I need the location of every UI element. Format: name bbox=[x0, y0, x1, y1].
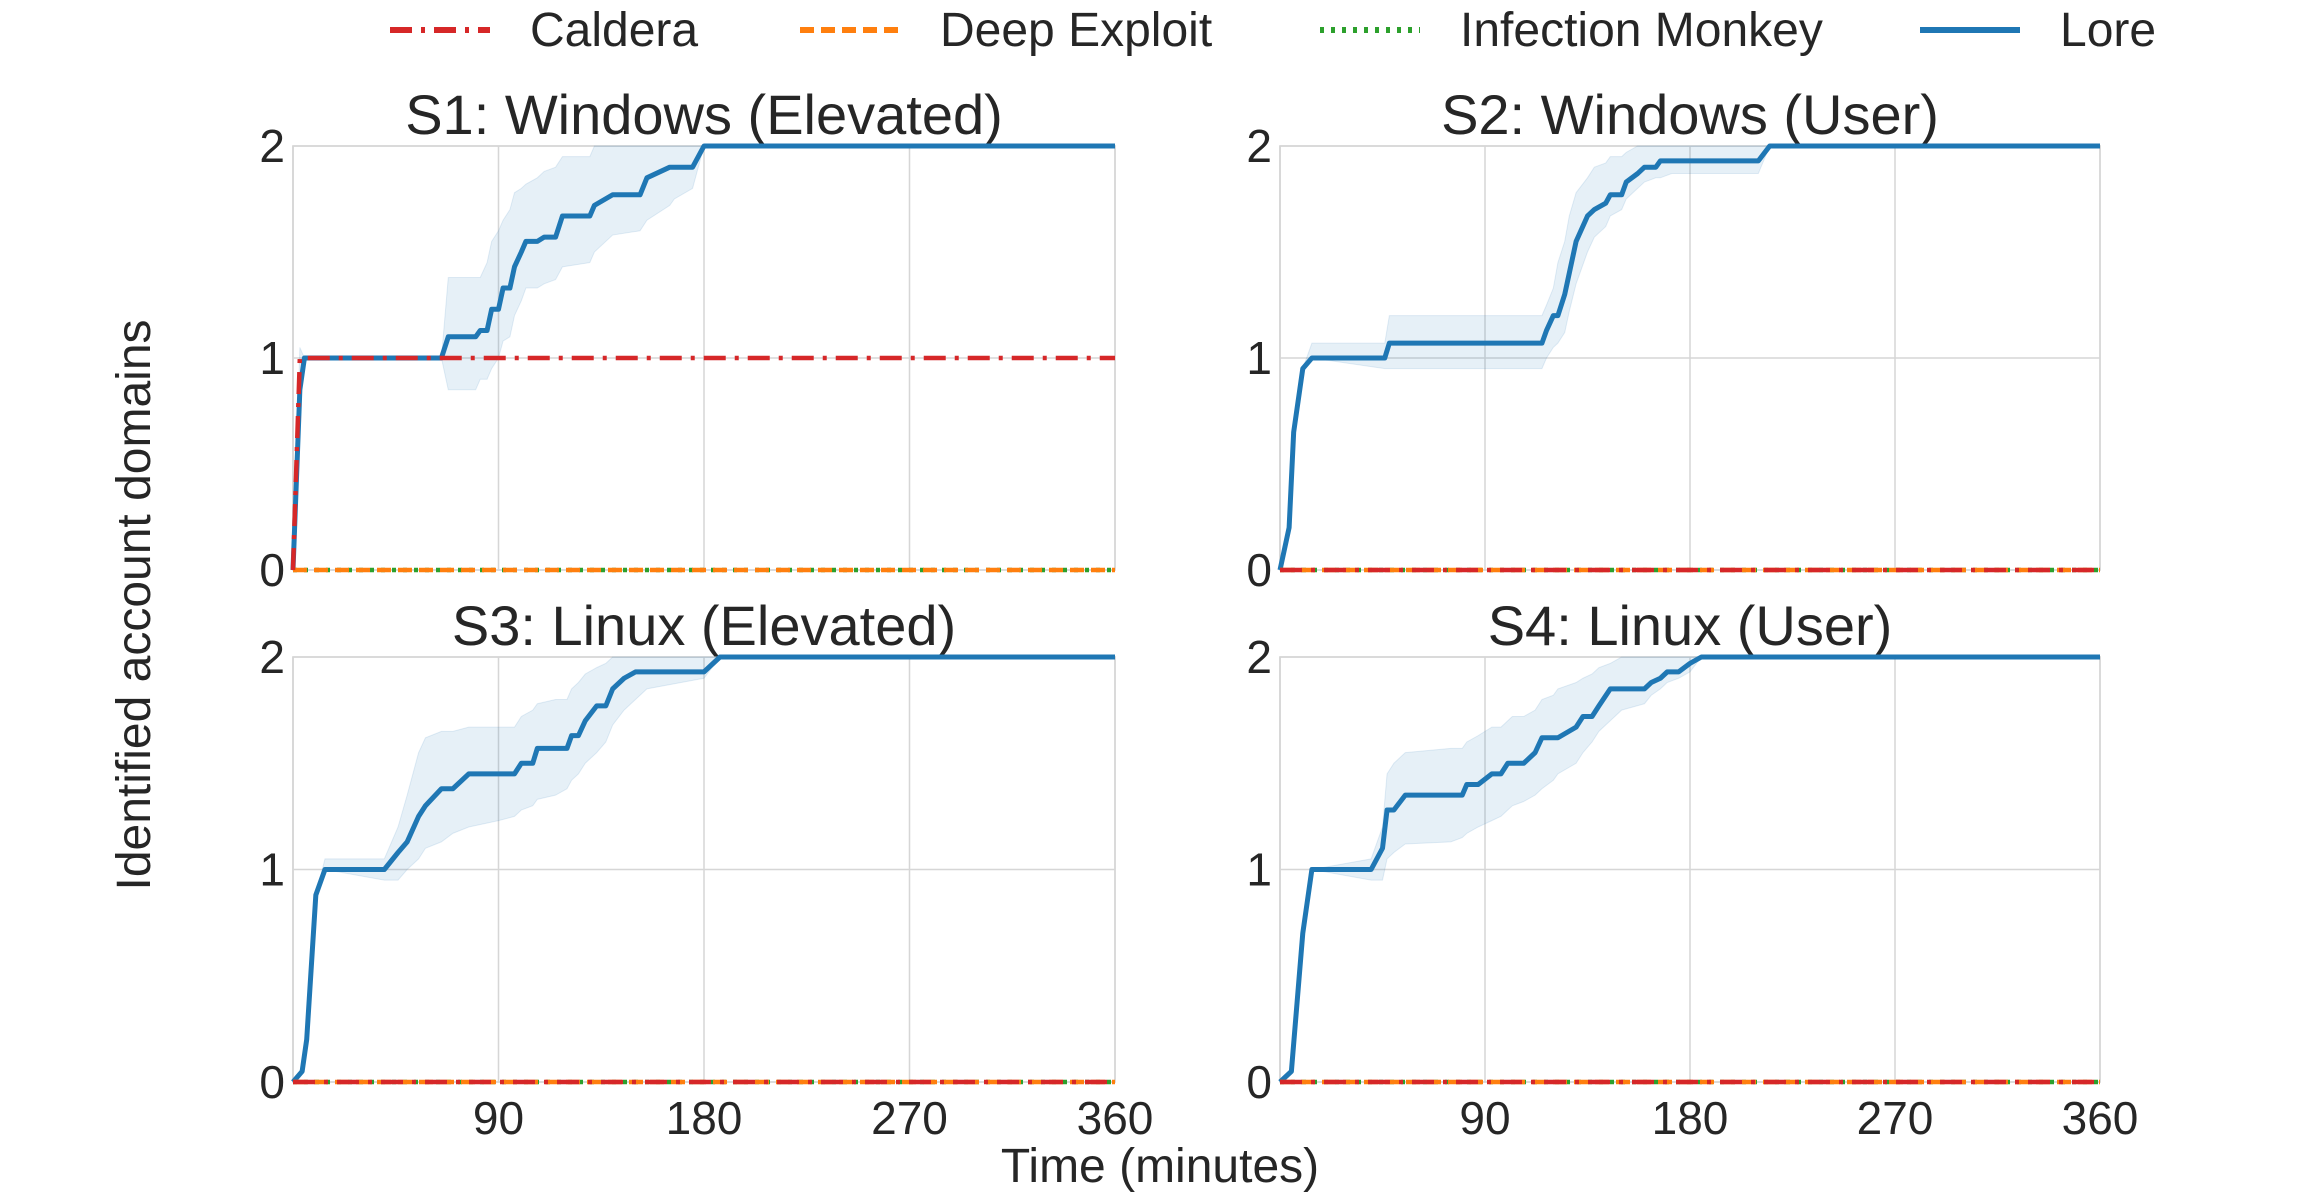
panel-title: S3: Linux (Elevated) bbox=[452, 594, 956, 657]
panel-title: S2: Windows (User) bbox=[1441, 83, 1939, 146]
x-tick-label: 360 bbox=[1077, 1092, 1154, 1144]
y-tick-label: 2 bbox=[1246, 631, 1272, 683]
x-axis-label: Time (minutes) bbox=[1001, 1140, 1319, 1193]
y-tick-label: 0 bbox=[259, 1056, 285, 1108]
band-lore bbox=[292, 145, 1115, 571]
y-tick-label: 2 bbox=[1246, 120, 1272, 172]
y-axis-label: Identified account domains bbox=[108, 319, 161, 890]
legend-item-infection-monkey: Infection Monkey bbox=[1320, 4, 1823, 57]
panel-3: 90 180 270 360 0 1 2 S3: Linux (Elevated) bbox=[259, 594, 1153, 1144]
y-tick-label: 1 bbox=[1246, 332, 1272, 384]
x-tick-label: 270 bbox=[871, 1092, 948, 1144]
panel-title: S4: Linux (User) bbox=[1488, 594, 1893, 657]
panel-2: 0 1 2 S2: Windows (User) bbox=[1246, 83, 2101, 596]
legend-label: Caldera bbox=[530, 4, 698, 57]
band-lore bbox=[292, 656, 1115, 1083]
series-line-caldera bbox=[290, 355, 1115, 571]
x-tick-label: 180 bbox=[666, 1092, 743, 1144]
band-lore bbox=[1279, 145, 2100, 571]
legend-label: Lore bbox=[2060, 4, 2156, 57]
panels: 0 1 2 S1: Windows (Elevated) 0 1 2 S2: Windows … bbox=[259, 83, 2138, 1144]
band-lore bbox=[1279, 656, 2100, 1083]
series-line-lore bbox=[290, 143, 1115, 571]
y-tick-label: 2 bbox=[259, 120, 285, 172]
panel-1: 0 1 2 S1: Windows (Elevated) bbox=[259, 83, 1116, 596]
legend: Caldera Deep Exploit Infection Monkey Lore bbox=[390, 4, 2156, 57]
y-tick-label: 0 bbox=[1246, 544, 1272, 596]
panel-title: S1: Windows (Elevated) bbox=[405, 83, 1003, 146]
legend-item-caldera: Caldera bbox=[390, 4, 698, 57]
x-tick-label: 90 bbox=[1459, 1092, 1510, 1144]
legend-label: Deep Exploit bbox=[940, 4, 1212, 57]
panel-4: 90 180 270 360 0 1 2 S4: Linux (User) bbox=[1246, 594, 2138, 1144]
y-tick-label: 0 bbox=[259, 544, 285, 596]
y-tick-label: 0 bbox=[1246, 1056, 1272, 1108]
x-tick-label: 360 bbox=[2062, 1092, 2139, 1144]
y-tick-label: 1 bbox=[259, 332, 285, 384]
y-tick-label: 1 bbox=[1246, 844, 1272, 896]
legend-item-lore: Lore bbox=[1920, 4, 2156, 57]
series-line-lore bbox=[1277, 143, 2100, 571]
legend-item-deep-exploit: Deep Exploit bbox=[800, 4, 1212, 57]
y-tick-label: 2 bbox=[259, 631, 285, 683]
legend-label: Infection Monkey bbox=[1460, 4, 1823, 57]
y-tick-label: 1 bbox=[259, 844, 285, 896]
x-tick-label: 90 bbox=[473, 1092, 524, 1144]
series-line-lore bbox=[1278, 654, 2100, 1084]
x-tick-label: 270 bbox=[1857, 1092, 1934, 1144]
series-line-lore bbox=[291, 654, 1115, 1084]
x-tick-label: 180 bbox=[1652, 1092, 1729, 1144]
